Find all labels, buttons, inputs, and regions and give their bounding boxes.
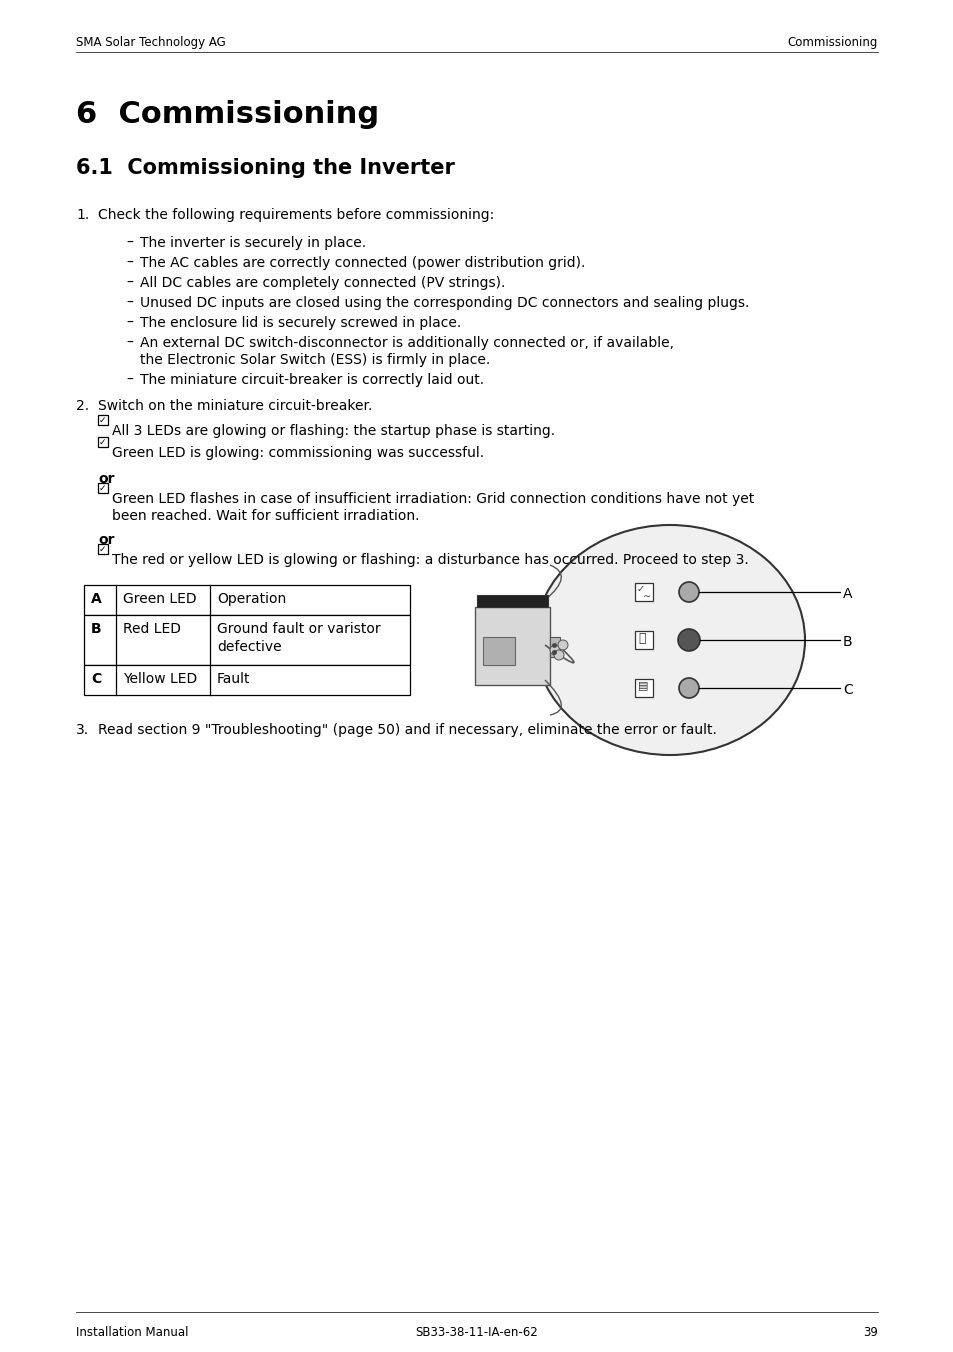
Text: Operation: Operation [216,592,286,606]
Text: 3.: 3. [76,723,89,737]
Text: –: – [126,296,132,310]
Text: 6  Commissioning: 6 Commissioning [76,100,378,128]
Text: the Electronic Solar Switch (ESS) is firmly in place.: the Electronic Solar Switch (ESS) is fir… [140,353,490,366]
Text: –: – [126,373,132,387]
Text: ✓: ✓ [637,584,644,594]
Text: A: A [842,587,852,602]
Bar [635,631,652,649]
Bar [98,544,108,554]
Circle shape [558,639,567,650]
Circle shape [554,650,563,660]
Bar [550,637,559,657]
Text: –: – [126,316,132,330]
Circle shape [678,629,700,652]
Text: ▤: ▤ [638,680,648,690]
Bar [84,615,410,665]
Text: ✓: ✓ [99,438,107,446]
Text: B: B [91,622,102,635]
Circle shape [550,645,559,654]
Text: All 3 LEDs are glowing or flashing: the startup phase is starting.: All 3 LEDs are glowing or flashing: the … [112,425,555,438]
Text: C: C [842,683,852,698]
Text: or: or [98,533,114,548]
Text: Green LED: Green LED [123,592,196,606]
Text: Unused DC inputs are closed using the corresponding DC connectors and sealing pl: Unused DC inputs are closed using the co… [140,296,749,310]
Circle shape [679,677,699,698]
Text: 2.: 2. [76,399,89,412]
Bar [84,585,410,615]
Text: ⏚: ⏚ [638,631,645,645]
Text: Green LED is glowing: commissioning was successful.: Green LED is glowing: commissioning was … [112,446,483,460]
Circle shape [679,581,699,602]
Bar [635,583,652,602]
Text: All DC cables are completely connected (PV strings).: All DC cables are completely connected (… [140,276,505,289]
Text: –: – [126,237,132,250]
Text: Check the following requirements before commissioning:: Check the following requirements before … [98,208,494,222]
Text: Red LED: Red LED [123,622,181,635]
Text: An external DC switch-disconnector is additionally connected or, if available,: An external DC switch-disconnector is ad… [140,337,673,350]
Text: –: – [126,276,132,289]
Text: Commissioning: Commissioning [787,37,877,49]
Text: Fault: Fault [216,672,251,685]
Bar [475,607,550,685]
Text: –: – [126,256,132,270]
Ellipse shape [535,525,804,754]
Text: SMA Solar Technology AG: SMA Solar Technology AG [76,37,226,49]
Text: –: – [126,337,132,350]
Text: The inverter is securely in place.: The inverter is securely in place. [140,237,366,250]
Bar [98,415,108,425]
Text: The red or yellow LED is glowing or flashing: a disturbance has occurred. Procee: The red or yellow LED is glowing or flas… [112,553,748,566]
Text: Yellow LED: Yellow LED [123,672,197,685]
Text: 39: 39 [862,1326,877,1338]
Bar [635,679,652,698]
Text: been reached. Wait for sufficient irradiation.: been reached. Wait for sufficient irradi… [112,508,419,523]
Text: ∼: ∼ [642,591,651,602]
Text: 1.: 1. [76,208,90,222]
Bar [482,637,515,665]
Bar [84,665,410,695]
Text: ✓: ✓ [99,545,107,553]
Text: 6.1  Commissioning the Inverter: 6.1 Commissioning the Inverter [76,158,455,178]
Text: The AC cables are correctly connected (power distribution grid).: The AC cables are correctly connected (p… [140,256,585,270]
Text: Read section 9 "Troubleshooting" (page 50) and if necessary, eliminate the error: Read section 9 "Troubleshooting" (page 5… [98,723,716,737]
Text: Ground fault or varistor: Ground fault or varistor [216,622,380,635]
Text: or: or [98,472,114,485]
Text: SB33-38-11-IA-en-62: SB33-38-11-IA-en-62 [416,1326,537,1338]
Text: C: C [91,672,101,685]
Text: The enclosure lid is securely screwed in place.: The enclosure lid is securely screwed in… [140,316,460,330]
Text: Switch on the miniature circuit-breaker.: Switch on the miniature circuit-breaker. [98,399,372,412]
Text: ✓: ✓ [99,484,107,492]
Text: ✓: ✓ [99,415,107,425]
Text: A: A [91,592,102,606]
Text: defective: defective [216,639,281,654]
Text: B: B [842,635,852,649]
Text: Green LED flashes in case of insufficient irradiation: Grid connection condition: Green LED flashes in case of insufficien… [112,492,754,506]
Bar [98,437,108,448]
Text: Installation Manual: Installation Manual [76,1326,189,1338]
Text: The miniature circuit-breaker is correctly laid out.: The miniature circuit-breaker is correct… [140,373,483,387]
Bar [98,483,108,493]
Bar [476,595,547,607]
